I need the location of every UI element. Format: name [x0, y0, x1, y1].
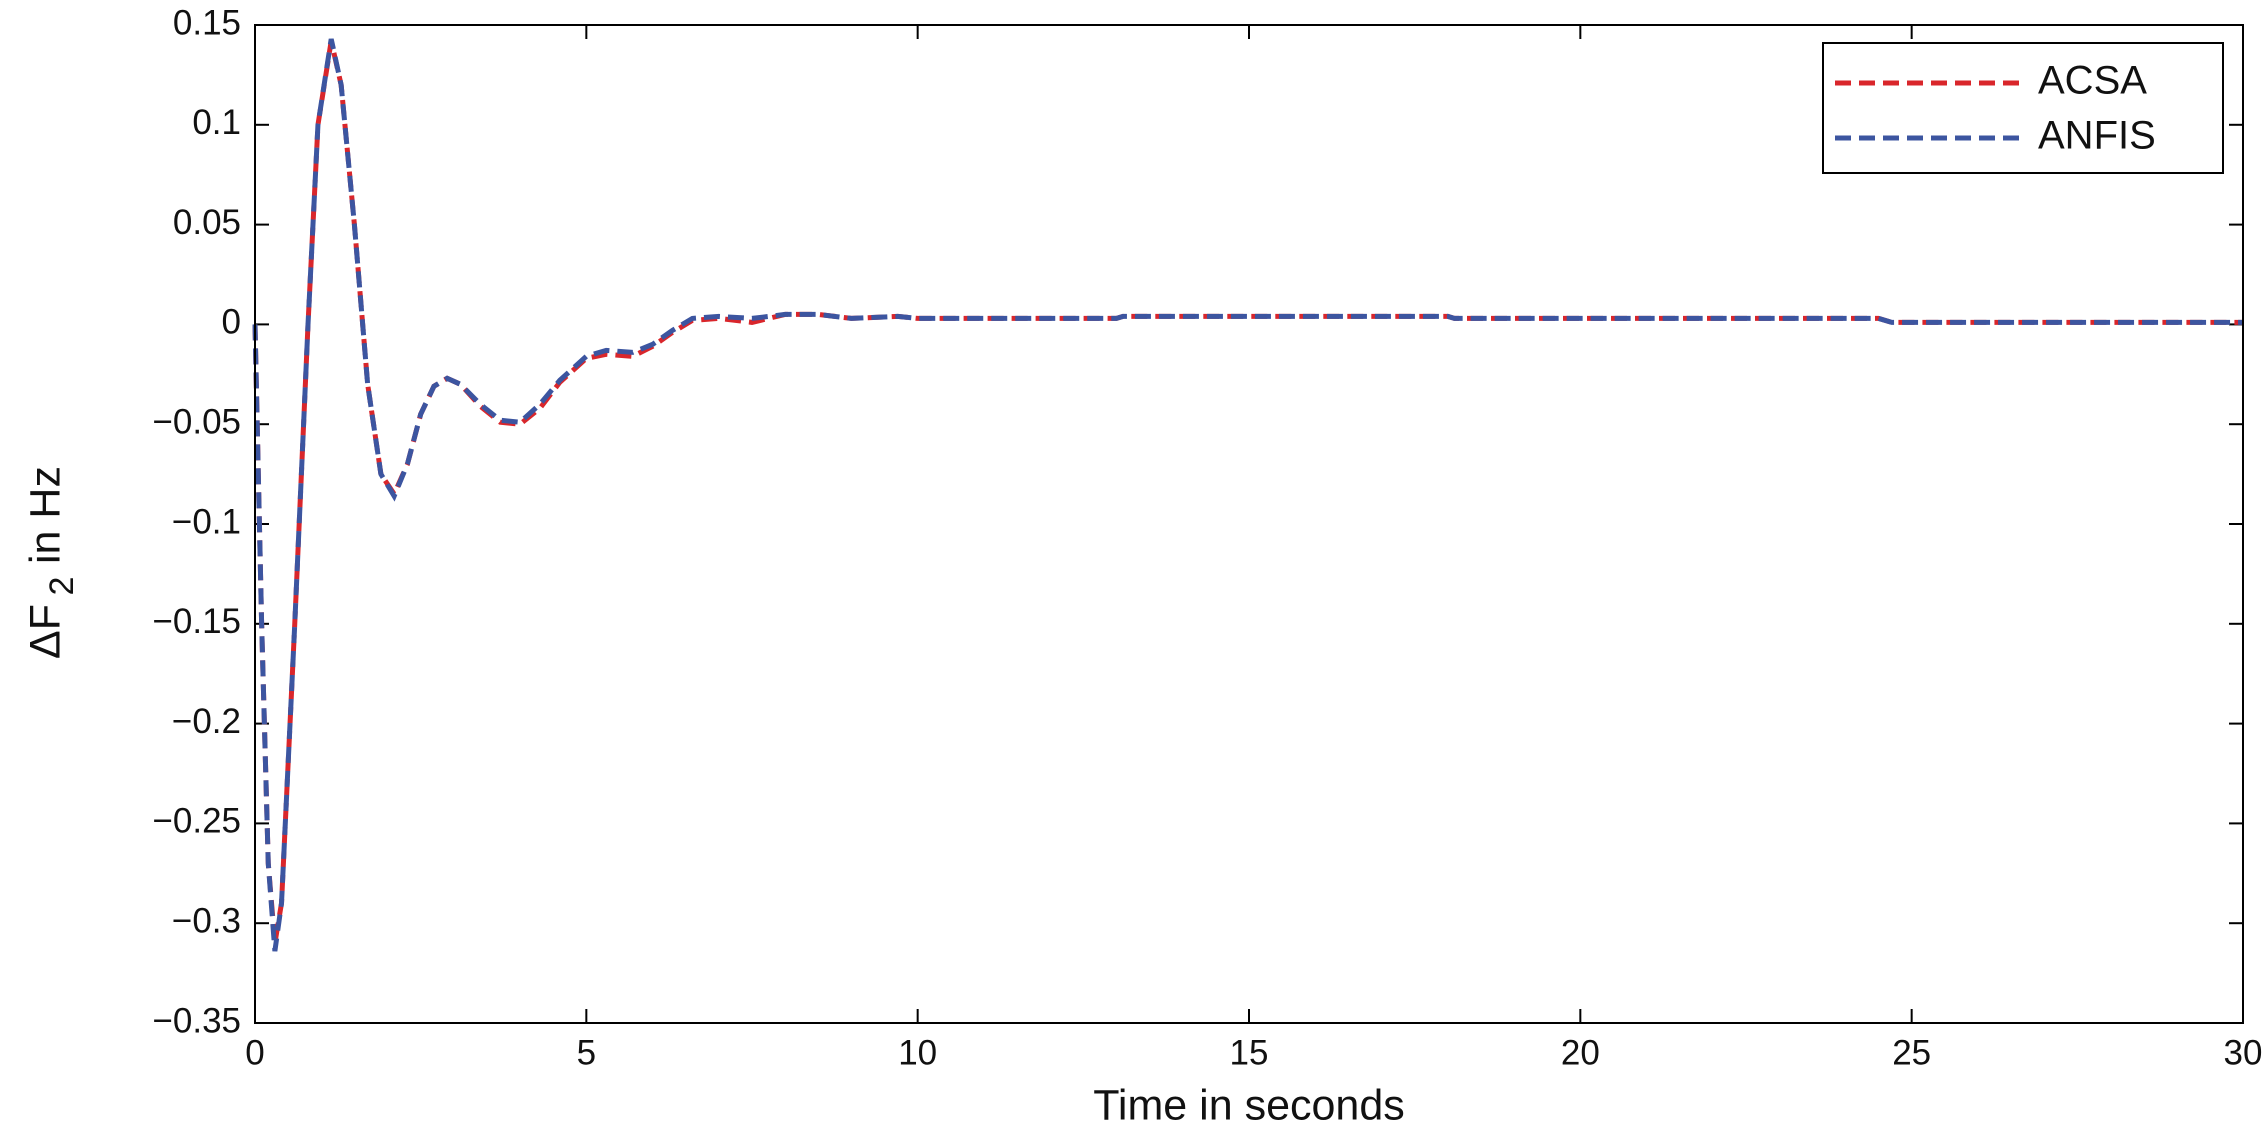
data-line — [252, 38, 2243, 952]
y-tick-label: −0.25 — [152, 802, 241, 841]
y-label-rest: in Hz — [21, 466, 69, 564]
y-tick-label: 0.15 — [173, 3, 241, 42]
x-tick-label: 25 — [1892, 1033, 1931, 1072]
legend-box — [1822, 42, 2224, 174]
x-tick-label: 0 — [245, 1033, 264, 1072]
y-label-sub: 2 — [43, 577, 81, 596]
y-tick-label: −0.05 — [152, 402, 241, 441]
x-tick-label: 20 — [1561, 1033, 1600, 1072]
legend-label: ACSA — [2038, 59, 2147, 103]
plot-frame — [254, 24, 2244, 1024]
x-axis-label: Time in seconds — [1093, 1081, 1404, 1129]
legend-label: ANFIS — [2038, 114, 2156, 158]
x-tick-label: 15 — [1230, 1033, 1269, 1072]
x-tick-label: 5 — [577, 1033, 596, 1072]
y-tick-label: 0.1 — [192, 103, 241, 142]
y-label-main: ΔF — [21, 604, 69, 659]
y-tick-label: −0.3 — [172, 901, 241, 940]
y-tick-label: −0.35 — [152, 1001, 241, 1040]
y-tick-label: −0.1 — [172, 502, 241, 541]
y-tick-label: 0.05 — [173, 203, 241, 242]
y-tick-label: −0.2 — [172, 702, 241, 741]
y-axis-label: ΔF 2 in Hz — [21, 466, 81, 659]
data-line — [252, 40, 2243, 944]
y-tick-label: 0 — [222, 303, 241, 342]
x-tick-label: 10 — [898, 1033, 937, 1072]
x-tick-label: 30 — [2224, 1033, 2262, 1072]
y-tick-label: −0.15 — [152, 602, 241, 641]
